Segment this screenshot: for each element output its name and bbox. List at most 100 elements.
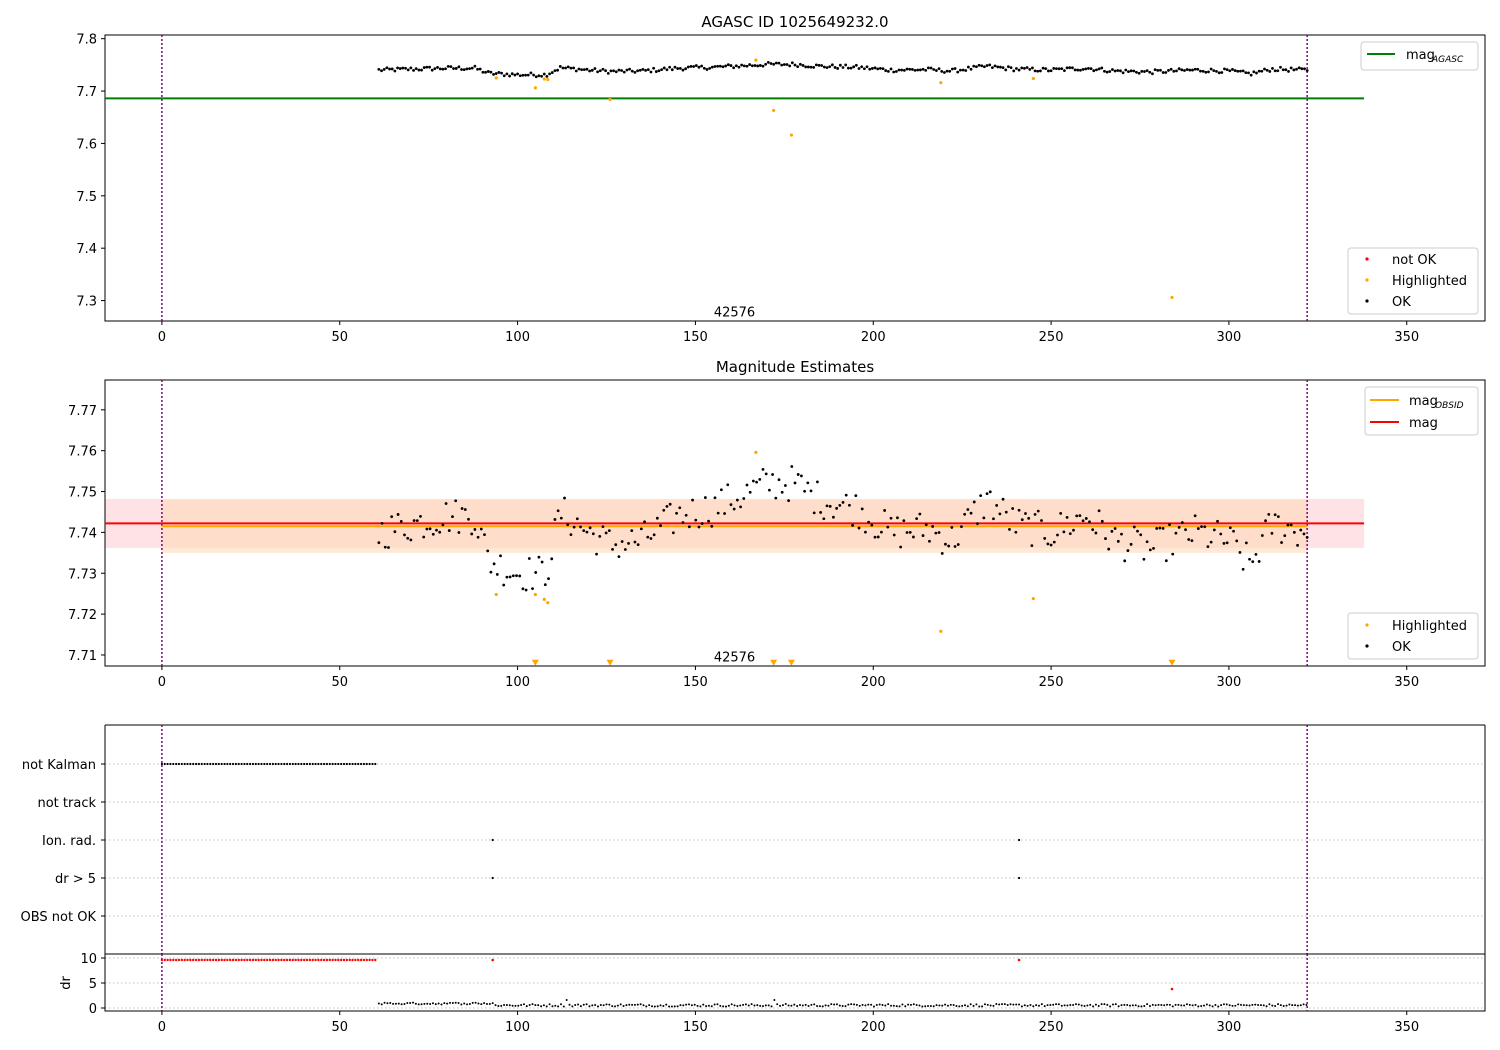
legend-marker-highlighted	[1365, 623, 1369, 627]
legend-label-mag-agasc: mag	[1406, 48, 1435, 63]
flag-point	[320, 762, 323, 766]
x-tick-label: 300	[1217, 675, 1242, 690]
ok-dr-point	[676, 1005, 679, 1008]
ok-dr-point	[983, 1003, 986, 1006]
ok-dr-point	[1043, 1005, 1046, 1008]
ok-point	[1248, 557, 1251, 561]
ok-point	[753, 64, 757, 67]
ok-point	[910, 68, 914, 71]
ok-dr-point	[1146, 1003, 1149, 1006]
ok-dr-point	[1063, 1004, 1066, 1007]
ok-dr-point	[403, 1003, 406, 1006]
ok-point	[883, 509, 887, 512]
ok-dr-point	[975, 1003, 978, 1006]
flag-point	[288, 762, 292, 766]
ok-point	[1180, 521, 1184, 524]
ok-dr-point	[571, 1005, 574, 1008]
ok-point	[470, 532, 474, 536]
ok-dr-point	[565, 999, 568, 1001]
ok-point	[662, 508, 666, 512]
ok-point	[681, 68, 685, 72]
ok-point	[377, 67, 381, 71]
ok-point	[409, 538, 413, 542]
ok-dr-point	[1077, 1003, 1080, 1006]
ok-dr-point	[409, 1001, 412, 1004]
ok-point	[1171, 552, 1175, 556]
ok-point	[572, 66, 575, 70]
ok-point	[772, 62, 776, 66]
ok-point	[1081, 68, 1085, 71]
ok-point	[1004, 510, 1008, 514]
panel1-axes-frame	[104, 34, 1486, 322]
ok-point	[1137, 71, 1141, 75]
ok-point	[796, 65, 800, 69]
ok-dr-point	[909, 1003, 912, 1006]
flag-point	[328, 762, 331, 766]
ok-dr-point	[483, 1002, 486, 1005]
ok-dr-point	[426, 1002, 429, 1005]
ok-point	[1193, 67, 1197, 71]
ok-point	[484, 70, 487, 74]
ok-dr-point	[591, 1004, 594, 1007]
ok-point	[1046, 542, 1050, 546]
ok-point	[905, 67, 909, 71]
ok-point	[1193, 514, 1197, 518]
legend-label-mag: mag	[1409, 416, 1438, 431]
ok-point	[992, 517, 995, 521]
panel1-title: AGASC ID 1025649232.0	[701, 13, 888, 31]
ok-point	[702, 66, 706, 70]
ok-point	[787, 499, 790, 503]
ok-point	[1087, 67, 1090, 70]
ok-point	[966, 65, 970, 69]
ok-dr-point	[582, 1003, 585, 1006]
ok-dr-point	[1109, 1005, 1112, 1008]
ok-dr-point	[1248, 1004, 1251, 1007]
ok-point	[1184, 528, 1187, 532]
ok-dr-point	[525, 1005, 528, 1008]
flag-point	[365, 762, 368, 766]
ok-point	[860, 65, 864, 69]
flag-point	[271, 762, 274, 766]
ok-point	[380, 521, 384, 525]
category-label: Ion. rad.	[42, 834, 96, 849]
ok-point	[817, 63, 821, 67]
ok-point	[932, 68, 936, 71]
ok-dr-point	[1200, 1004, 1203, 1007]
ok-point	[1225, 541, 1229, 545]
ok-point	[1177, 525, 1181, 529]
not-ok-dr-point	[365, 958, 368, 962]
ok-point	[617, 555, 621, 559]
ok-dr-point	[1117, 1005, 1120, 1008]
highlighted-point	[546, 77, 550, 82]
ok-dr-point	[380, 1003, 383, 1006]
ok-dr-point	[1103, 1003, 1106, 1006]
ok-point	[940, 552, 944, 555]
ok-point	[972, 64, 976, 68]
ok-dr-point	[716, 1003, 719, 1006]
ok-dr-point	[881, 1004, 884, 1007]
ok-point	[707, 519, 710, 523]
ok-point	[457, 531, 461, 534]
flag-point	[342, 762, 346, 766]
ok-point	[460, 68, 463, 71]
ok-point	[492, 72, 495, 76]
ok-point	[463, 508, 467, 511]
ok-point	[625, 68, 629, 72]
x-tick-label: 50	[331, 1020, 348, 1035]
ok-point	[852, 65, 856, 69]
not-ok-dr-point	[231, 958, 235, 962]
ok-dr-point	[451, 1002, 454, 1005]
ok-point	[692, 65, 696, 68]
ok-point	[1084, 517, 1088, 520]
not-ok-dr-point	[248, 958, 252, 962]
ok-point	[857, 526, 861, 530]
ok-dr-point	[872, 1005, 875, 1008]
ok-point	[537, 555, 541, 559]
highlighted-point	[542, 77, 546, 81]
ok-point	[668, 502, 672, 506]
ok-dr-point	[1220, 1004, 1223, 1007]
flag-point	[209, 762, 212, 766]
not-ok-dr-point	[339, 958, 343, 962]
ok-point	[976, 522, 979, 526]
flag-point	[200, 762, 203, 766]
